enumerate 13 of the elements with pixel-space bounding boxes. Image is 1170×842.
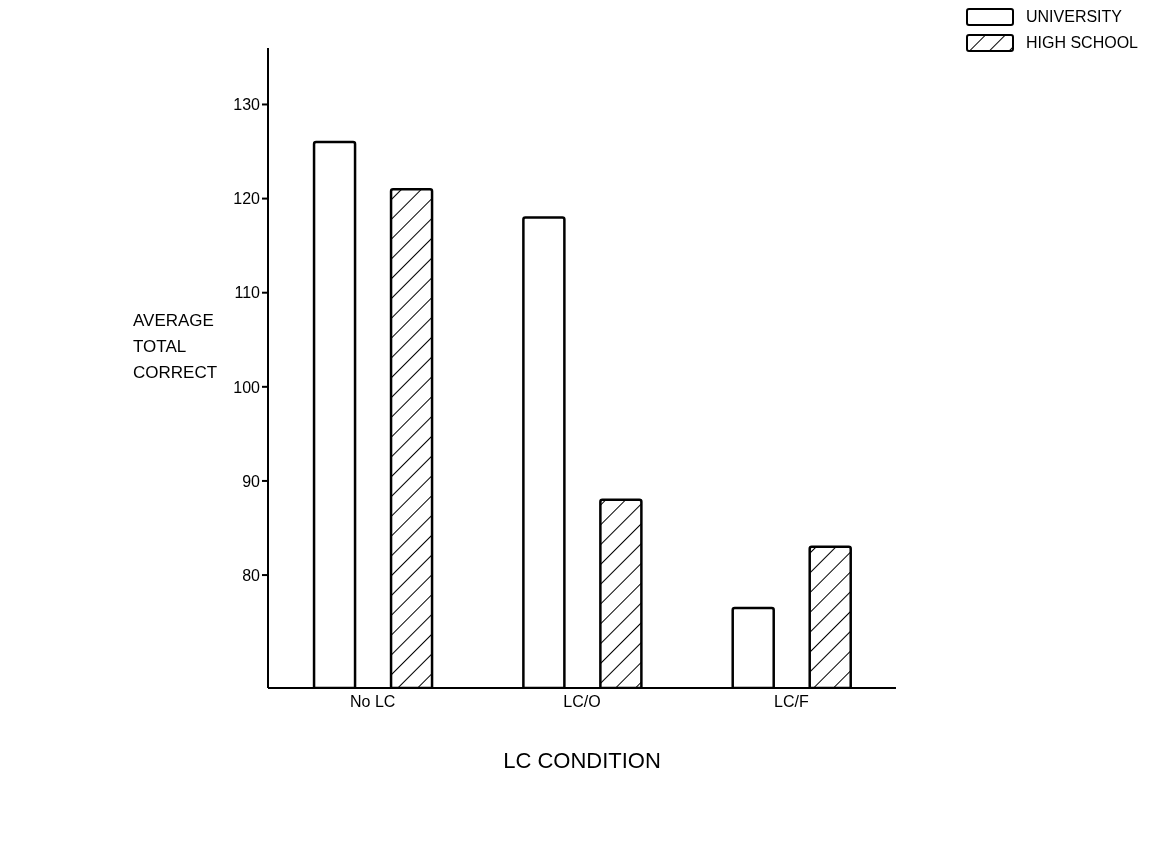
legend-label: UNIVERSITY (1025, 8, 1122, 26)
y-tick-label: 100 (233, 378, 261, 396)
x-tick-label: LC/F (773, 693, 809, 711)
y-tick-label: 120 (233, 190, 261, 208)
y-tick-label: 130 (233, 96, 261, 114)
y-axis-title: AVERAGE TOTAL CORRECT (133, 310, 219, 384)
x-axis-title: LC CONDITION (503, 748, 661, 773)
legend-label: HIGH SCHOOL (1025, 34, 1138, 52)
x-tick-label: No LC (349, 693, 396, 711)
y-tick-label: 80 (242, 566, 261, 584)
x-tick-label: LC/O (563, 693, 601, 711)
y-tick-label: 90 (242, 472, 261, 490)
y-tick-label: 110 (234, 284, 261, 302)
